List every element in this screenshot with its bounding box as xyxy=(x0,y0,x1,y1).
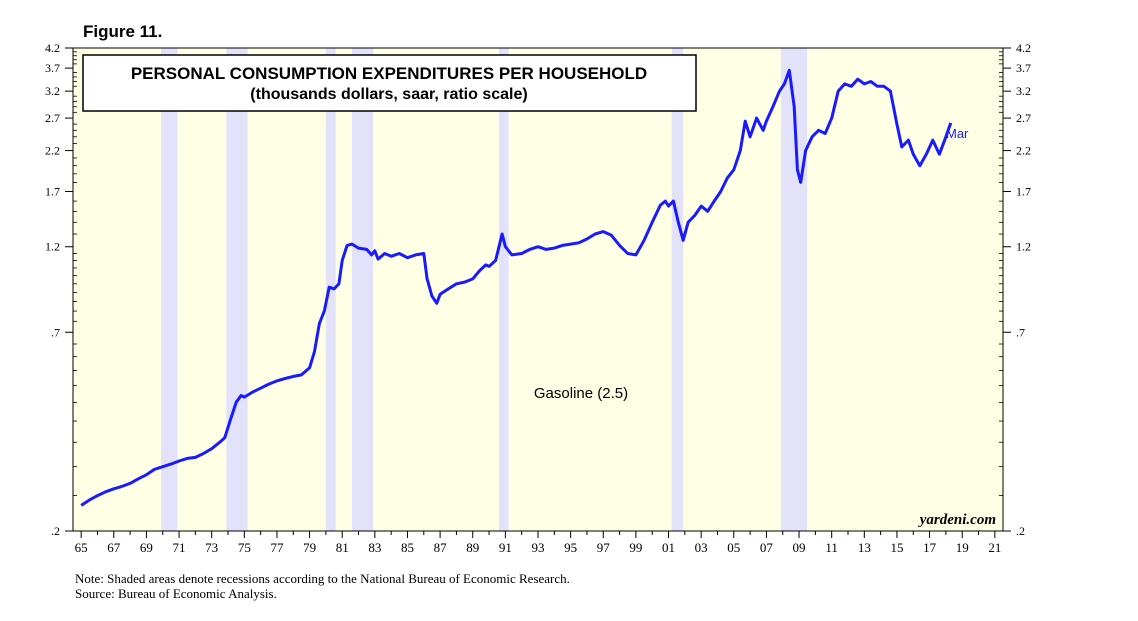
end-label: Mar xyxy=(946,126,969,141)
recession-bands xyxy=(161,48,808,531)
x-tick-label: 87 xyxy=(434,540,448,555)
recession-band xyxy=(161,48,178,531)
x-tick-label: 65 xyxy=(75,540,88,555)
x-tick-label: 81 xyxy=(336,540,349,555)
x-tick-label: 73 xyxy=(205,540,218,555)
x-tick-label: 05 xyxy=(727,540,740,555)
y-tick-label-right: 1.7 xyxy=(1016,184,1031,198)
y-tick-label-right: .2 xyxy=(1016,524,1025,538)
x-tick-label: 71 xyxy=(173,540,186,555)
x-tick-label: 69 xyxy=(140,540,153,555)
x-tick-label: 07 xyxy=(760,540,774,555)
y-tick-label-right: .7 xyxy=(1016,325,1025,339)
x-tick-label: 97 xyxy=(597,540,611,555)
x-tick-label: 03 xyxy=(695,540,708,555)
recession-band xyxy=(671,48,684,531)
recession-band xyxy=(325,48,336,531)
y-tick-label-right: 2.7 xyxy=(1016,111,1031,125)
y-tick-label-left: 3.2 xyxy=(45,84,60,98)
x-tick-label: 79 xyxy=(303,540,316,555)
x-tick-label: 17 xyxy=(923,540,937,555)
y-tick-label-left: .2 xyxy=(51,524,60,538)
y-tick-label-left: 1.7 xyxy=(45,184,60,198)
x-tick-label: 85 xyxy=(401,540,414,555)
x-tick-label: 83 xyxy=(368,540,381,555)
source-note: Source: Bureau of Economic Analysis. xyxy=(75,586,277,601)
chart-subtitle: (thousands dollars, saar, ratio scale) xyxy=(250,86,527,103)
x-tick-label: 95 xyxy=(564,540,577,555)
x-tick-label: 77 xyxy=(270,540,284,555)
axis-ticks xyxy=(65,47,1011,538)
series-label: Gasoline (2.5) xyxy=(534,385,628,402)
y-tick-label-left: 2.7 xyxy=(45,111,60,125)
y-tick-label-right: 1.2 xyxy=(1016,240,1031,254)
recession-band xyxy=(226,48,248,531)
recession-band xyxy=(498,48,509,531)
x-tick-label: 11 xyxy=(825,540,838,555)
recession-band xyxy=(352,48,374,531)
x-tick-label: 67 xyxy=(107,540,121,555)
plot-background xyxy=(73,48,1003,531)
brand-watermark: yardeni.com xyxy=(918,512,996,528)
x-tick-label: 01 xyxy=(662,540,675,555)
x-axis-labels: 65 67 69 71 73 75 77 79 81 83 85 87 89 91 93 95 97 99 01 03… xyxy=(75,540,1002,555)
y-tick-label-left: 4.2 xyxy=(45,41,60,55)
x-tick-label: 19 xyxy=(956,540,969,555)
x-tick-label: 21 xyxy=(988,540,1001,555)
y-tick-label-right: 3.2 xyxy=(1016,84,1031,98)
y-tick-label-left: 1.2 xyxy=(45,240,60,254)
y-tick-label-left: 3.7 xyxy=(45,61,60,75)
figure-label: Figure 11. xyxy=(83,22,162,41)
y-axis-right-labels: 4.2 3.7 3.2 2.7 2.2 1.7 1.2 .7 .2 xyxy=(1016,41,1031,538)
y-tick-label-right: 4.2 xyxy=(1016,41,1031,55)
x-tick-label: 09 xyxy=(793,540,806,555)
x-tick-label: 13 xyxy=(858,540,871,555)
x-tick-label: 91 xyxy=(499,540,512,555)
chart-title: PERSONAL CONSUMPTION EXPENDITURES PER HO… xyxy=(131,64,647,83)
y-tick-label-right: 2.2 xyxy=(1016,144,1031,158)
title-box xyxy=(82,54,697,112)
x-tick-label: 99 xyxy=(629,540,642,555)
x-tick-label: 15 xyxy=(890,540,903,555)
y-tick-label-right: 3.7 xyxy=(1016,61,1031,75)
y-tick-label-left: .7 xyxy=(51,325,60,339)
plot-frame xyxy=(72,47,1004,532)
series-line-gasoline xyxy=(80,68,953,507)
y-tick-label-left: 2.2 xyxy=(45,144,60,158)
x-tick-label: 89 xyxy=(466,540,479,555)
y-axis-left-labels: 4.2 3.7 3.2 2.7 2.2 1.7 1.2 .7 .2 xyxy=(45,41,60,538)
x-tick-label: 93 xyxy=(532,540,545,555)
footnote: Note: Shaded areas denote recessions acc… xyxy=(75,571,570,586)
x-tick-label: 75 xyxy=(238,540,251,555)
